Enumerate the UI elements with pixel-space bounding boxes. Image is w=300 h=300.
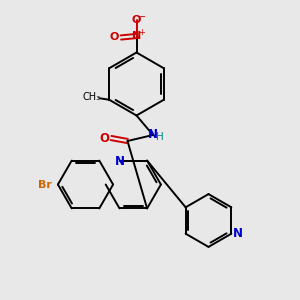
Text: CH₃: CH₃ [83, 92, 101, 102]
Text: N: N [233, 227, 243, 240]
Text: O: O [99, 131, 110, 145]
Text: −: − [138, 12, 146, 22]
Text: N: N [115, 155, 124, 168]
Text: +: + [139, 28, 145, 37]
Text: N: N [132, 31, 141, 41]
Text: Br: Br [38, 179, 52, 190]
Text: O: O [132, 15, 141, 26]
Text: H: H [156, 131, 164, 142]
Text: O: O [110, 32, 119, 43]
Text: N: N [148, 128, 158, 142]
